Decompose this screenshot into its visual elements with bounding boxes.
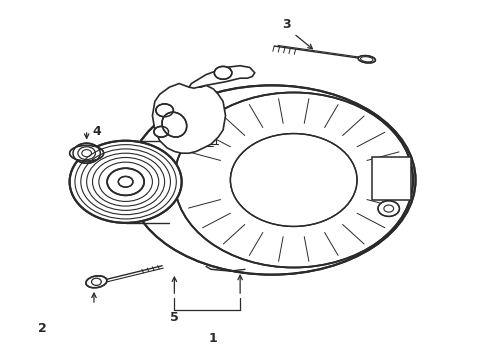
Circle shape — [156, 104, 173, 117]
Text: 5: 5 — [170, 311, 179, 324]
Circle shape — [214, 66, 232, 79]
FancyBboxPatch shape — [372, 157, 411, 200]
Circle shape — [154, 126, 169, 137]
Text: 3: 3 — [282, 18, 291, 31]
Circle shape — [70, 141, 182, 223]
Text: 1: 1 — [209, 333, 218, 346]
Ellipse shape — [162, 112, 187, 137]
Ellipse shape — [358, 55, 375, 63]
Ellipse shape — [128, 85, 416, 275]
Ellipse shape — [174, 93, 413, 267]
Ellipse shape — [86, 276, 107, 288]
Text: 2: 2 — [38, 322, 47, 335]
Polygon shape — [189, 66, 255, 88]
Text: 4: 4 — [92, 125, 101, 138]
Ellipse shape — [230, 134, 357, 226]
Circle shape — [73, 143, 100, 163]
Circle shape — [107, 168, 144, 195]
Ellipse shape — [70, 145, 104, 161]
Polygon shape — [152, 84, 225, 153]
Circle shape — [378, 201, 399, 216]
Circle shape — [118, 176, 133, 187]
